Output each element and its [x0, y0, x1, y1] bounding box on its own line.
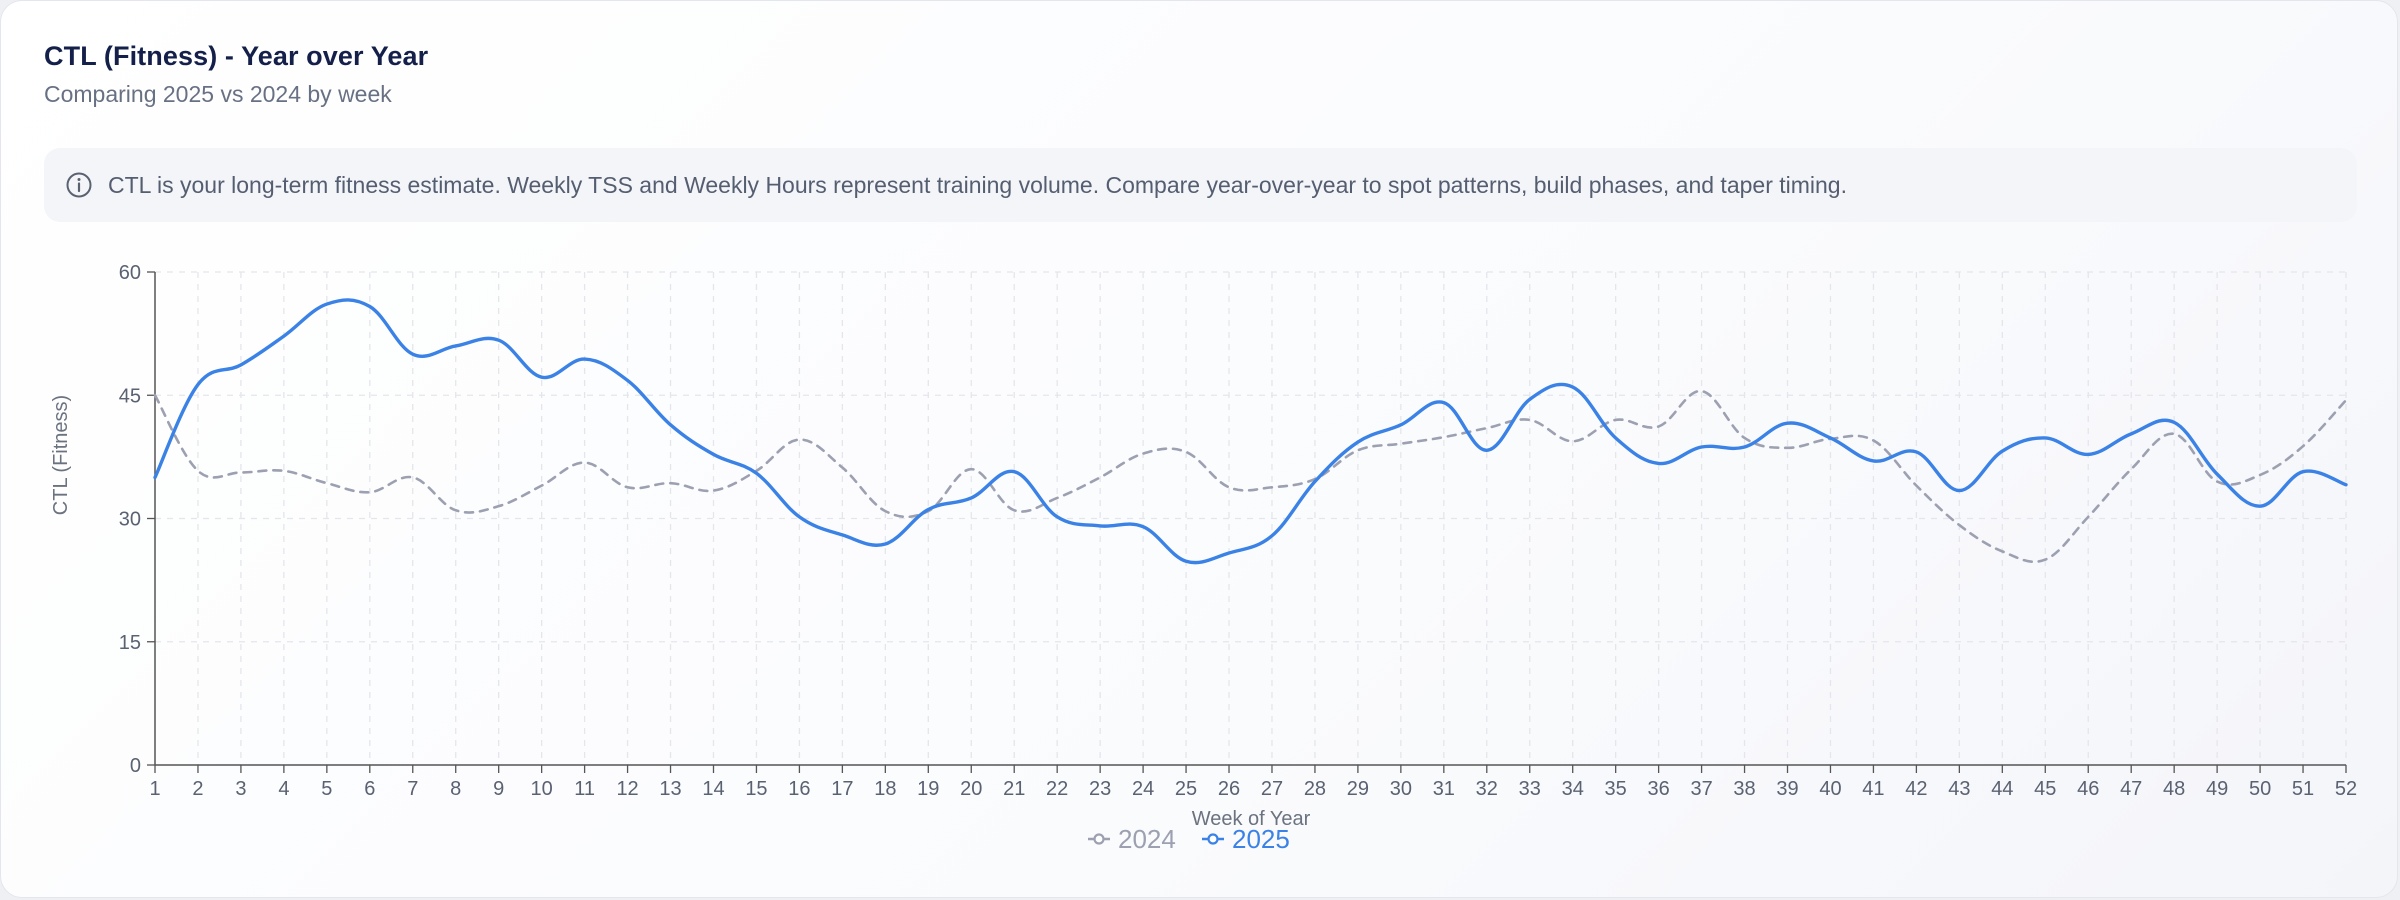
info-icon: [64, 170, 94, 200]
y-tick-label: 0: [130, 755, 141, 777]
x-tick-label: 42: [1905, 778, 1927, 800]
x-tick-label: 3: [235, 778, 246, 800]
x-tick-label: 6: [364, 778, 375, 800]
x-tick-label: 37: [1690, 778, 1712, 800]
grid-lines: [155, 271, 2347, 765]
info-text: CTL is your long-term fitness estimate. …: [108, 171, 1847, 198]
x-tick-label: 4: [278, 778, 289, 800]
x-tick-label: 25: [1175, 778, 1197, 800]
legend-label: 2024: [1118, 824, 1176, 854]
x-tick-label: 7: [407, 778, 418, 800]
x-tick-label: 47: [2120, 778, 2142, 800]
x-tick-label: 48: [2163, 778, 2185, 800]
x-tick-label: 17: [831, 778, 853, 800]
x-tick-label: 31: [1433, 778, 1455, 800]
x-tick-label: 18: [874, 778, 896, 800]
y-tick-label: 45: [119, 385, 141, 407]
x-tick-label: 5: [321, 778, 332, 800]
x-tick-label: 39: [1776, 778, 1798, 800]
legend[interactable]: 2024 2025: [1088, 824, 1290, 854]
x-tick-label: 10: [531, 778, 553, 800]
legend-item-2024[interactable]: 2024: [1088, 824, 1176, 854]
x-tick-label: 34: [1562, 778, 1584, 800]
x-tick-label: 22: [1046, 778, 1068, 800]
y-tick-label: 15: [119, 632, 141, 654]
x-tick-label: 29: [1347, 778, 1369, 800]
x-tick-label: 35: [1605, 778, 1627, 800]
x-tick-label: 23: [1089, 778, 1111, 800]
x-axis-title: Week of Year: [1192, 808, 1311, 830]
series-line-2025[interactable]: [153, 298, 2348, 565]
x-tick-label: 21: [1003, 778, 1025, 800]
x-tick-label: 26: [1218, 778, 1240, 800]
x-tick-label: 44: [1991, 778, 2013, 800]
tick-labels: 1 2 3 4 5 6 7 8 9 10 11 12 13 14 15 16 17 18 19 20 21 22 23 24 2…: [119, 262, 2357, 800]
x-tick-label: 36: [1648, 778, 1670, 800]
x-tick-label: 12: [616, 778, 638, 800]
legend-item-2025[interactable]: 2025: [1202, 824, 1290, 854]
x-tick-label: 28: [1304, 778, 1326, 800]
y-tick-label: 30: [119, 509, 141, 531]
x-tick-label: 43: [1948, 778, 1970, 800]
x-tick-label: 40: [1819, 778, 1841, 800]
series-line-2024[interactable]: [153, 389, 2348, 564]
x-tick-label: 11: [574, 778, 595, 800]
x-tick-label: 8: [450, 778, 461, 800]
legend-label: 2025: [1232, 824, 1290, 854]
x-tick-label: 46: [2077, 778, 2099, 800]
x-tick-label: 2: [192, 778, 203, 800]
x-tick-label: 19: [917, 778, 939, 800]
x-tick-label: 32: [1476, 778, 1498, 800]
x-tick-label: 50: [2249, 778, 2271, 800]
series-lines: [153, 298, 2348, 565]
x-tick-label: 51: [2292, 778, 2314, 800]
x-tick-label: 30: [1390, 778, 1412, 800]
x-tick-label: 1: [149, 778, 160, 800]
y-axis-title: CTL (Fitness): [50, 395, 72, 515]
x-tick-label: 38: [1733, 778, 1755, 800]
x-tick-label: 24: [1132, 778, 1154, 800]
x-tick-label: 14: [702, 778, 724, 800]
x-tick-label: 33: [1519, 778, 1541, 800]
info-banner: CTL is your long-term fitness estimate. …: [44, 148, 2357, 222]
x-tick-label: 49: [2206, 778, 2228, 800]
chart-subtitle: Comparing 2025 vs 2024 by week: [44, 81, 392, 107]
x-tick-label: 9: [493, 778, 504, 800]
x-tick-label: 20: [960, 778, 982, 800]
x-tick-label: 52: [2335, 778, 2357, 800]
x-tick-label: 41: [1862, 778, 1884, 800]
x-tick-label: 27: [1261, 778, 1283, 800]
legend-swatch-dot: [1207, 833, 1219, 845]
x-tick-label: 45: [2034, 778, 2056, 800]
x-tick-label: 15: [745, 778, 767, 800]
x-tick-label: 13: [659, 778, 681, 800]
y-tick-label: 60: [119, 262, 141, 284]
chart-title: CTL (Fitness) - Year over Year: [44, 41, 429, 71]
legend-swatch-dot: [1093, 833, 1105, 845]
x-tick-label: 16: [788, 778, 810, 800]
